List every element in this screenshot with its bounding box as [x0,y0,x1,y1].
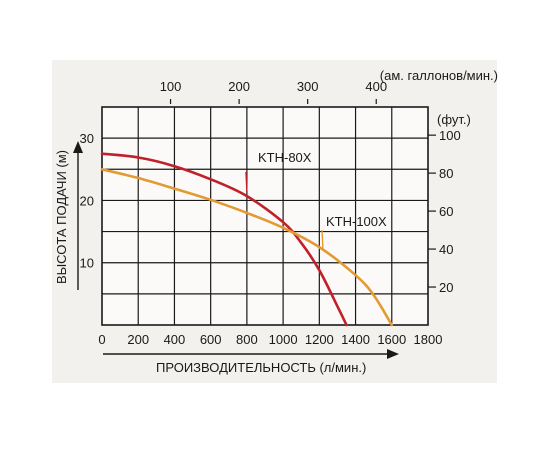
series-label: KTH-80X [258,150,312,165]
y-tick-label: 30 [80,131,94,146]
y2-tick-label: 60 [439,204,453,219]
x-axis-arrow [103,349,399,359]
y2-axis-title: (фут.) [437,112,471,127]
series-leader-line [245,171,248,192]
y-tick-label: 20 [80,193,94,208]
y2-tick-label: 80 [439,166,453,181]
x2-tick-label: 200 [228,79,250,94]
x2-tick-label: 400 [365,79,387,94]
x-tick-label: 0 [98,332,105,347]
y2-tick-label: 100 [439,128,461,143]
y-tick-label: 10 [80,256,94,271]
x-tick-label: 600 [200,332,222,347]
x-tick-label: 1600 [377,332,406,347]
x-tick-label: 1400 [341,332,370,347]
x-tick-label: 400 [164,332,186,347]
x2-tick-label: 100 [160,79,182,94]
series-leader-line [321,229,324,250]
axis-labels: 0 200 400 600 800 1000 1200 1400 1600 1800 10 20 30 1… [80,79,461,347]
x-tick-label: 1000 [269,332,298,347]
x-tick-label: 200 [127,332,149,347]
x-axis-title: ПРОИЗВОДИТЕЛЬНОСТЬ (л/мин.) [156,360,366,375]
grid [102,107,428,325]
x-tick-label: 1200 [305,332,334,347]
y-axis-arrow [73,141,83,290]
plot-area [102,107,428,325]
series-label: KTH-100X [326,214,387,229]
series-line [100,152,348,327]
y2-tick-label: 40 [439,242,453,257]
x2-axis-title: (ам. галлонов/мин.) [380,68,498,83]
series-line [100,168,394,327]
x-tick-label: 1800 [414,332,443,347]
y2-tick-label: 20 [439,280,453,295]
x-tick-label: 800 [236,332,258,347]
series-layer: KTH-80X KTH-100X [100,150,394,327]
x2-tick-label: 300 [297,79,319,94]
plot-frame [101,106,429,326]
y-axis-title: ВЫСОТА ПОДАЧИ (м) [54,150,69,284]
